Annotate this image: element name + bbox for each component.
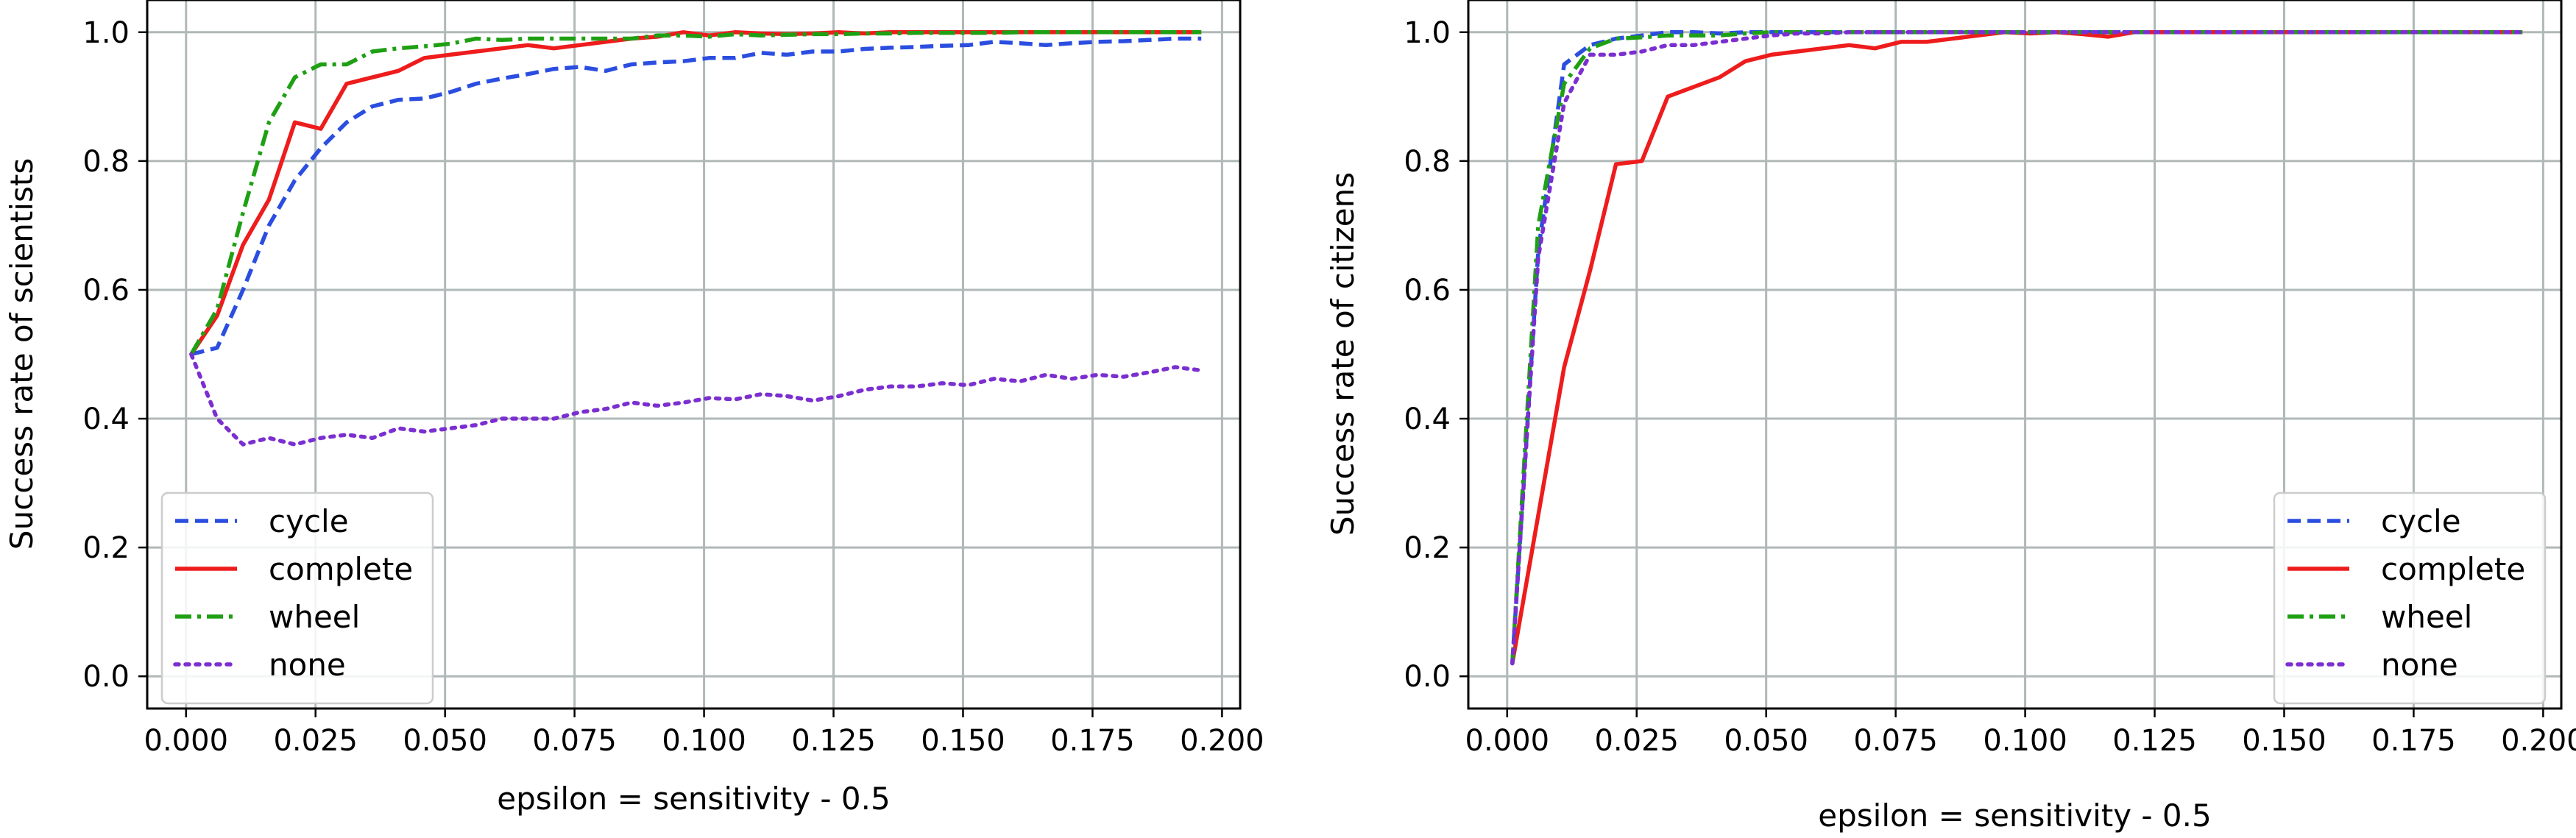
series-line-cycle [191, 36, 1202, 357]
x-tick-label: 0.050 [403, 724, 487, 758]
y-tick-label: 1.0 [1404, 16, 1451, 50]
series-line-complete [189, 30, 1202, 356]
x-tick-label: 0.050 [1724, 724, 1808, 758]
legend-label-complete: complete [269, 551, 413, 587]
y-tick-label: 0.2 [82, 531, 130, 565]
legend-box [2273, 491, 2547, 705]
series-line-none [189, 352, 1203, 447]
x-tick-label: 0.075 [1853, 724, 1938, 758]
x-tick-label: 0.125 [791, 724, 876, 758]
x-tick-label: 0.075 [532, 724, 617, 758]
y-tick-label: 0.8 [82, 145, 130, 179]
x-tick-label: 0.000 [1465, 724, 1550, 758]
x-tick-label: 0.175 [1050, 724, 1135, 758]
y-tick-label: 0.6 [82, 274, 130, 308]
y-tick-label: 0.4 [1404, 402, 1451, 436]
y-tick-label: 0.2 [1404, 531, 1451, 565]
series-line-wheel [189, 30, 1202, 355]
x-tick-label: 0.025 [273, 724, 358, 758]
x-tick-label: 0.000 [144, 724, 229, 758]
x-tick-label: 0.100 [662, 724, 746, 758]
legend-label-cycle: cycle [269, 503, 349, 539]
x-tick-label: 0.125 [2112, 724, 2197, 758]
legend-label-none: none [2381, 647, 2458, 683]
x-tick-label: 0.150 [2242, 724, 2326, 758]
legend-box [160, 491, 434, 705]
legend-label-wheel: wheel [269, 599, 360, 635]
y-tick-label: 0.0 [82, 660, 130, 694]
legend: cycle complete wheel none [160, 491, 434, 705]
y-tick-label: 0.6 [1404, 274, 1451, 308]
y-axis-label: Success rate of citizens [1325, 172, 1361, 536]
x-axis-label: epsilon = sensitivity - 0.5 [1818, 798, 2211, 834]
plot-frame [146, 0, 1242, 710]
x-tick-label: 0.100 [1983, 724, 2067, 758]
x-tick-label: 0.200 [2501, 724, 2576, 758]
legend-label-complete: complete [2381, 551, 2525, 587]
x-tick-label: 0.150 [921, 724, 1005, 758]
y-tick-label: 0.0 [1404, 660, 1451, 694]
y-tick-label: 1.0 [82, 16, 130, 50]
scientists-chart: 0.000 0.025 0.050 0.075 0.100 0.125 0.150 0.175… [4, 0, 1264, 817]
citizens-chart: 0.000 0.025 0.050 0.075 0.100 0.125 0.150 0.175… [1325, 0, 2576, 834]
legend-label-none: none [269, 647, 346, 683]
x-axis-label: epsilon = sensitivity - 0.5 [497, 781, 890, 817]
legend: cycle complete wheel none [2273, 491, 2547, 705]
x-tick-label: 0.200 [1180, 724, 1264, 758]
legend-label-wheel: wheel [2381, 599, 2472, 635]
y-axis-label: Success rate of scientists [4, 158, 40, 550]
series-line-none [1510, 30, 2524, 666]
legend-label-cycle: cycle [2381, 503, 2461, 539]
plot-frame [1467, 0, 2563, 710]
y-tick-label: 0.4 [82, 402, 130, 436]
y-tick-label: 0.8 [1404, 145, 1451, 179]
x-tick-label: 0.175 [2371, 724, 2456, 758]
x-tick-label: 0.025 [1594, 724, 1679, 758]
